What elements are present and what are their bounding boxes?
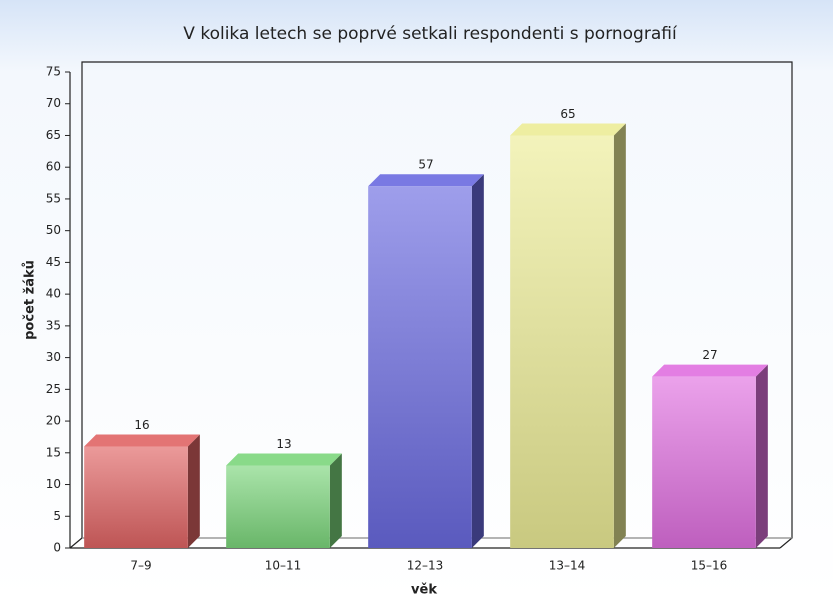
bar-side bbox=[613, 123, 626, 548]
y-tick-label: 5 bbox=[53, 509, 61, 523]
x-axis-label: věk bbox=[411, 583, 437, 598]
bar-top bbox=[226, 453, 342, 466]
bar-top bbox=[84, 434, 200, 447]
bar-top bbox=[510, 123, 626, 136]
y-tick-label: 25 bbox=[46, 382, 61, 396]
value-label: 57 bbox=[418, 158, 433, 172]
y-tick-label: 10 bbox=[46, 477, 61, 491]
value-label: 16 bbox=[134, 418, 149, 432]
bar bbox=[226, 465, 330, 548]
y-tick-label: 0 bbox=[53, 541, 61, 555]
chart-title: V kolika letech se poprvé setkali respon… bbox=[183, 24, 678, 44]
x-tick-label: 10–11 bbox=[265, 559, 302, 573]
y-tick-label: 45 bbox=[46, 255, 61, 269]
floor-edge bbox=[69, 537, 83, 549]
value-label: 27 bbox=[702, 348, 717, 362]
back-wall bbox=[81, 61, 793, 549]
x-tick-label: 13–14 bbox=[549, 559, 586, 573]
y-tick-label: 75 bbox=[46, 65, 61, 79]
y-tick-label: 40 bbox=[46, 287, 61, 301]
bar-side bbox=[755, 364, 768, 548]
bar-side bbox=[471, 174, 484, 549]
bar-side bbox=[329, 453, 342, 548]
bar bbox=[510, 135, 614, 548]
bar-top bbox=[368, 174, 484, 187]
bar bbox=[652, 376, 756, 548]
x-tick-label: 7–9 bbox=[130, 559, 151, 573]
y-axis-label: počet žáků bbox=[23, 260, 38, 340]
value-label: 65 bbox=[560, 107, 575, 121]
bar-side bbox=[187, 434, 200, 548]
y-tick-label: 70 bbox=[46, 96, 61, 110]
y-tick-label: 30 bbox=[46, 350, 61, 364]
value-label: 13 bbox=[276, 437, 291, 451]
y-tick-label: 65 bbox=[46, 128, 61, 142]
y-tick-label: 15 bbox=[46, 445, 61, 459]
y-tick-label: 50 bbox=[46, 223, 61, 237]
y-tick-label: 35 bbox=[46, 318, 61, 332]
bar bbox=[368, 186, 472, 549]
y-tick-label: 20 bbox=[46, 414, 61, 428]
x-tick-label: 15–16 bbox=[691, 559, 728, 573]
y-tick-label: 55 bbox=[46, 191, 61, 205]
y-tick-label: 60 bbox=[46, 160, 61, 174]
x-tick-label: 12–13 bbox=[407, 559, 444, 573]
bar-top bbox=[652, 364, 768, 377]
bar bbox=[84, 446, 188, 548]
